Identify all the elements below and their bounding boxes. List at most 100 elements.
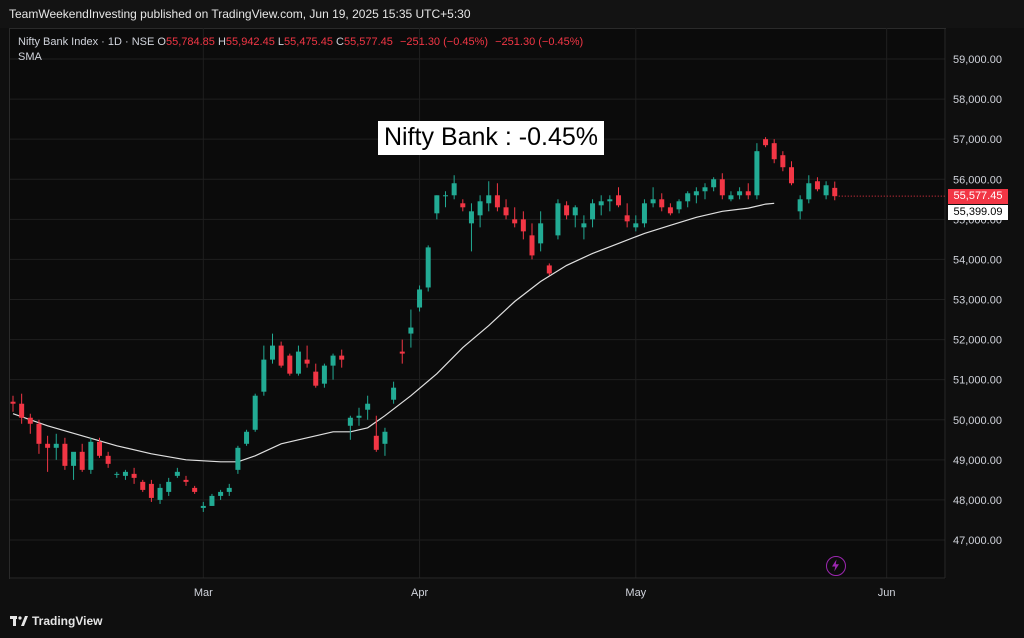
candle-body: [347, 417, 353, 426]
lightning-icon[interactable]: [826, 556, 846, 576]
chart-area[interactable]: [9, 28, 946, 579]
candle-body: [140, 481, 146, 490]
sma-price-tag: 55,399.09: [948, 205, 1008, 220]
candle-body: [494, 195, 500, 208]
candle-body: [702, 187, 708, 192]
symbol-legend: Nifty Bank Index · 1D · NSE O55,784.85 H…: [18, 36, 583, 48]
candle-body: [218, 491, 224, 496]
y-tick-label: 52,000.00: [953, 335, 1002, 347]
candle-body: [797, 199, 803, 212]
y-tick-label: 50,000.00: [953, 415, 1002, 427]
candle-body: [356, 415, 362, 418]
candle-body: [477, 201, 483, 216]
candle-body: [460, 203, 466, 208]
y-tick-label: 49,000.00: [953, 455, 1002, 467]
candle-body: [633, 223, 639, 228]
x-tick-label: May: [625, 587, 646, 599]
x-tick-label: Jun: [878, 587, 896, 599]
candle-body: [252, 395, 258, 430]
y-tick-label: 51,000.00: [953, 375, 1002, 387]
candle-body: [304, 359, 310, 364]
candle-body: [53, 443, 59, 448]
y-tick-label: 47,000.00: [953, 535, 1002, 547]
annotation-label: Nifty Bank : -0.45%: [378, 121, 604, 155]
candle-body: [451, 183, 457, 196]
tradingview-logo-icon: [10, 616, 28, 626]
lightning-bolt-icon: [832, 559, 839, 572]
x-tick-label: Apr: [411, 587, 428, 599]
open-value: 55,784.85: [165, 36, 215, 48]
candle-body: [88, 441, 94, 470]
candle-body: [443, 195, 448, 197]
candle-body: [166, 481, 172, 492]
candle-body: [659, 199, 665, 208]
candle-body: [780, 155, 786, 168]
candle-body: [598, 201, 604, 206]
candle-body: [192, 487, 198, 492]
change-value: −251.30 (−0.45%): [399, 36, 489, 48]
candle-body: [616, 195, 621, 206]
sma-legend[interactable]: SMA: [18, 51, 42, 63]
candle-body: [581, 223, 587, 228]
candle-body: [486, 195, 492, 204]
candle-body: [425, 247, 431, 288]
candle-body: [434, 195, 440, 214]
candle-body: [806, 183, 812, 200]
candle-body: [624, 215, 630, 222]
y-tick-label: 58,000.00: [953, 94, 1002, 106]
candle-body: [512, 219, 518, 224]
sma-line: [12, 202, 775, 463]
candle-body: [737, 191, 743, 196]
candle-body: [685, 193, 691, 202]
candle-body: [382, 431, 388, 444]
candle-body: [261, 359, 267, 392]
candle-body: [235, 447, 241, 470]
publish-line: TeamWeekendInvesting published on Tradin…: [9, 7, 471, 21]
candle-body: [607, 199, 613, 202]
candle-body: [313, 371, 319, 386]
candle-body: [295, 351, 301, 374]
candle-body: [226, 487, 232, 492]
candle-body: [832, 187, 838, 197]
candle-body: [823, 185, 829, 196]
close-value: 55,577.45: [343, 36, 393, 48]
open-label: O: [157, 36, 166, 48]
candle-body: [546, 265, 552, 274]
candle-body: [270, 345, 275, 360]
high-label: H: [217, 36, 226, 48]
low-label: L: [277, 36, 285, 48]
candle-body: [754, 151, 760, 196]
candle-body: [62, 443, 68, 466]
candle-body: [590, 203, 596, 220]
candle-body: [27, 417, 33, 424]
candle-body: [555, 203, 561, 236]
candle-body: [529, 235, 535, 256]
y-tick-label: 53,000.00: [953, 295, 1002, 307]
candle-body: [676, 201, 682, 210]
close-label: C: [336, 36, 344, 48]
footer-brand: TradingView: [10, 614, 102, 628]
candle-body: [122, 471, 128, 476]
candle-body: [330, 355, 336, 366]
candle-body: [728, 195, 734, 200]
candle-body: [417, 289, 423, 308]
y-tick-label: 56,000.00: [953, 174, 1002, 186]
x-tick-label: Mar: [194, 587, 213, 599]
candle-body: [745, 191, 751, 196]
candle-body: [157, 487, 163, 500]
candle-body: [520, 219, 526, 232]
high-value: 55,942.45: [225, 36, 275, 48]
candle-body: [408, 327, 414, 334]
low-value: 55,475.45: [284, 36, 333, 48]
candle-body: [10, 401, 16, 404]
candle-body: [503, 207, 509, 216]
candle-body: [538, 223, 544, 244]
change-value-2: −251.30 (−0.45%): [495, 36, 584, 48]
candle-body: [711, 179, 717, 188]
y-tick-label: 59,000.00: [953, 54, 1002, 66]
candle-body: [399, 351, 405, 354]
candle-body: [71, 451, 77, 466]
candle-body: [789, 167, 794, 184]
candle-body: [373, 435, 379, 450]
